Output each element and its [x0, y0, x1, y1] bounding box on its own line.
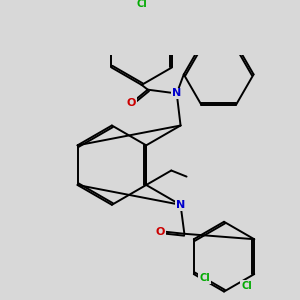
Text: Cl: Cl: [136, 0, 147, 9]
Text: Cl: Cl: [199, 273, 210, 283]
Text: O: O: [126, 98, 136, 108]
Text: Cl: Cl: [241, 280, 252, 291]
Text: N: N: [172, 88, 182, 98]
Text: N: N: [176, 200, 185, 210]
Text: O: O: [155, 226, 165, 236]
